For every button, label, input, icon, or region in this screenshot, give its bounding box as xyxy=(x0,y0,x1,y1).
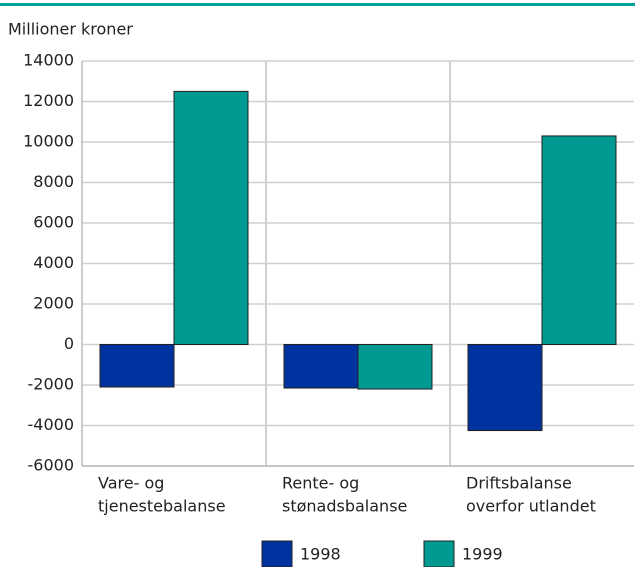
top-rule xyxy=(0,3,635,6)
y-tick-label: 4000 xyxy=(33,253,74,272)
y-axis-label: Millioner kroner xyxy=(8,20,133,39)
legend-swatch xyxy=(261,540,293,567)
y-tick-label: -4000 xyxy=(28,415,75,434)
x-tick-label: tjenestebalanse xyxy=(98,497,226,516)
y-tick-label: -6000 xyxy=(28,456,75,475)
y-tick-label: 8000 xyxy=(33,172,74,191)
bar xyxy=(541,135,617,345)
legend-label: 1999 xyxy=(462,545,503,564)
y-tick-label: 14000 xyxy=(23,51,74,70)
y-tick-label: 12000 xyxy=(23,91,74,110)
legend-swatch xyxy=(423,540,455,567)
y-tick-label: -2000 xyxy=(28,375,75,394)
y-tick-label: 10000 xyxy=(23,132,74,151)
y-tick-label: 0 xyxy=(64,334,74,353)
x-tick-label: overfor utlandet xyxy=(466,497,596,516)
legend-label: 1998 xyxy=(300,545,341,564)
bar xyxy=(283,344,359,389)
x-tick-label: Vare- og xyxy=(98,474,164,493)
bar xyxy=(173,90,249,345)
y-tick-label: 6000 xyxy=(33,213,74,232)
x-tick-label: stønadsbalanse xyxy=(282,497,407,516)
bar xyxy=(99,344,175,388)
bar xyxy=(357,344,433,390)
x-tick-label: Rente- og xyxy=(282,474,359,493)
bar xyxy=(467,344,543,432)
x-tick-label: Driftsbalanse xyxy=(466,474,572,493)
y-tick-label: 2000 xyxy=(33,294,74,313)
